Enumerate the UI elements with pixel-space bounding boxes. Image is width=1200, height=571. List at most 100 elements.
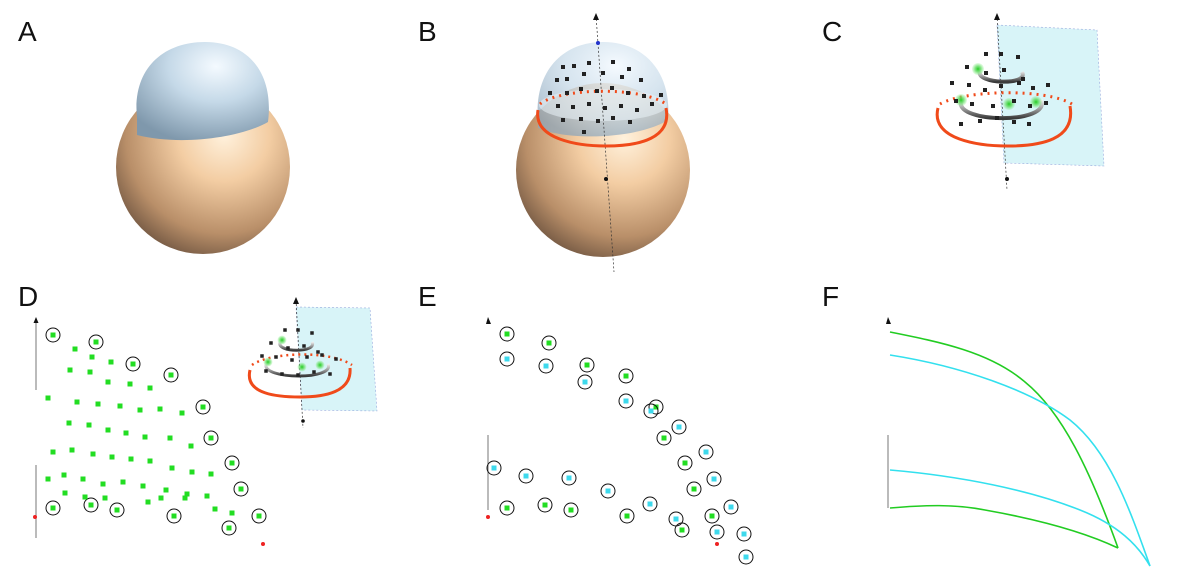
sample-point bbox=[1002, 68, 1006, 72]
selection-circle bbox=[704, 508, 720, 524]
green-point bbox=[147, 458, 153, 464]
sample-point bbox=[296, 328, 300, 332]
sample-point bbox=[999, 52, 1003, 56]
selection-circle bbox=[563, 502, 579, 518]
green-point bbox=[128, 456, 134, 462]
green-point bbox=[137, 407, 143, 413]
sample-point bbox=[601, 71, 605, 75]
sample-point bbox=[260, 354, 264, 358]
green-point bbox=[123, 430, 129, 436]
sample-point bbox=[1016, 55, 1020, 59]
cyan-point bbox=[676, 424, 682, 430]
selection-circle bbox=[45, 327, 61, 343]
sample-point bbox=[305, 355, 309, 359]
green-point bbox=[66, 420, 72, 426]
cyan-point bbox=[491, 465, 497, 471]
green-point bbox=[189, 469, 195, 475]
pole-point bbox=[596, 41, 600, 45]
green-point bbox=[61, 472, 67, 478]
sample-point bbox=[582, 130, 586, 134]
selection-circle bbox=[163, 367, 179, 383]
green-point bbox=[80, 476, 86, 482]
selection-circle bbox=[698, 444, 714, 460]
green-point bbox=[682, 460, 688, 466]
green-point bbox=[62, 490, 68, 496]
panel-label-a: A bbox=[18, 16, 37, 47]
selection-circle bbox=[736, 526, 752, 542]
sample-point bbox=[965, 65, 969, 69]
sample-point bbox=[627, 67, 631, 71]
selection-circle bbox=[499, 326, 515, 342]
sample-point bbox=[302, 344, 306, 348]
far-point bbox=[261, 542, 265, 546]
green-point bbox=[95, 401, 101, 407]
sample-point bbox=[954, 99, 958, 103]
curve-cyan-upper bbox=[889, 354, 1151, 567]
sample-point bbox=[548, 91, 552, 95]
selection-circle bbox=[671, 419, 687, 435]
sample-point bbox=[999, 84, 1003, 88]
cyan-point bbox=[714, 529, 720, 535]
green-point bbox=[679, 527, 685, 533]
selection-circle bbox=[709, 524, 725, 540]
sample-point bbox=[1028, 104, 1032, 108]
green-point bbox=[45, 395, 51, 401]
selection-circle bbox=[656, 430, 672, 446]
green-point bbox=[50, 332, 56, 338]
origin-point bbox=[33, 515, 37, 519]
sample-point bbox=[984, 52, 988, 56]
green-point bbox=[45, 476, 51, 482]
green-marker bbox=[1030, 96, 1042, 108]
green-point bbox=[624, 513, 630, 519]
origin-point bbox=[486, 515, 490, 519]
sample-point bbox=[626, 91, 630, 95]
far-point bbox=[715, 542, 719, 546]
sample-point bbox=[565, 91, 569, 95]
slice-plane bbox=[996, 24, 1105, 167]
cap bbox=[136, 42, 269, 141]
green-point bbox=[623, 373, 629, 379]
sample-point bbox=[565, 77, 569, 81]
sample-point bbox=[1027, 122, 1031, 126]
panel-label-e: E bbox=[418, 281, 437, 312]
sample-point bbox=[280, 372, 284, 376]
sample-point bbox=[642, 94, 646, 98]
selection-circle bbox=[677, 455, 693, 471]
sample-point bbox=[619, 104, 623, 108]
green-marker bbox=[277, 335, 287, 345]
green-point bbox=[691, 486, 697, 492]
sample-point bbox=[286, 346, 290, 350]
green-point bbox=[74, 399, 80, 405]
selection-circle bbox=[499, 500, 515, 516]
selection-circle bbox=[686, 481, 702, 497]
sample-point bbox=[290, 358, 294, 362]
selection-circle bbox=[618, 368, 634, 384]
cut-curve-front bbox=[536, 107, 669, 148]
green-point bbox=[709, 513, 715, 519]
selection-circle bbox=[618, 393, 634, 409]
green-point bbox=[208, 471, 214, 477]
panel-label-f: F bbox=[822, 281, 840, 312]
panel-label-d: D bbox=[18, 281, 39, 312]
selection-circle bbox=[125, 356, 141, 372]
green-point bbox=[50, 505, 56, 511]
sample-point bbox=[316, 350, 320, 354]
green-point bbox=[188, 443, 194, 449]
selection-circle bbox=[518, 468, 534, 484]
cyan-point bbox=[582, 379, 588, 385]
selection-circle bbox=[648, 399, 664, 415]
green-point bbox=[157, 406, 163, 412]
sample-point bbox=[984, 71, 988, 75]
cut-plane bbox=[539, 89, 667, 121]
sample-point bbox=[274, 355, 278, 359]
sample-point bbox=[310, 331, 314, 335]
green-marker bbox=[972, 63, 984, 75]
sample-point bbox=[296, 373, 300, 377]
selection-circle bbox=[541, 335, 557, 351]
center-point bbox=[301, 419, 305, 423]
axis-line bbox=[996, 14, 1008, 191]
sample-point bbox=[970, 102, 974, 106]
sample-point bbox=[264, 369, 268, 373]
curve-cyan-lower bbox=[889, 469, 1151, 567]
